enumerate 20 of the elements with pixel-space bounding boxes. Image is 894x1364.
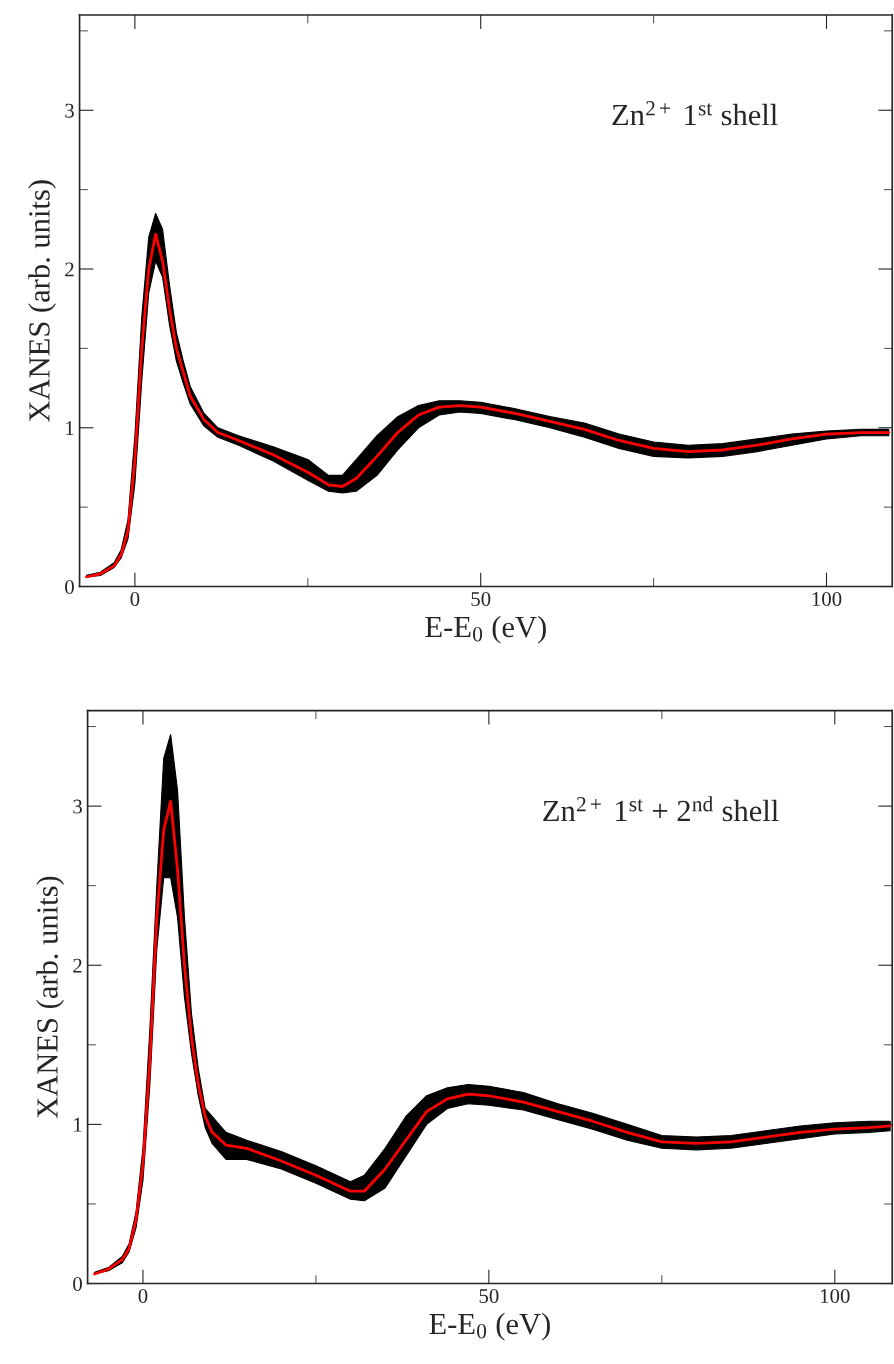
y-tick-label: 1 [66, 421, 74, 435]
x-tick-label: 100 [812, 591, 842, 607]
annotation: Zn$^{2+}$ 1$^{st}$ + 2$^{nd}$ shell [543, 796, 779, 822]
x-axis-title: E-E$_{0}$ (eV) [425, 615, 546, 644]
x-tick-label: 50 [479, 1288, 499, 1304]
annotation: Zn$^{2+}$ 1$^{st}$ shell [612, 101, 778, 126]
x-tick-label: 50 [471, 591, 491, 607]
y-tick-label: 2 [65, 262, 74, 277]
y-tick-label: 3 [73, 799, 82, 814]
y-axis-title: XANES (arb. units) [36, 876, 64, 1119]
y-tick-label: 0 [73, 1276, 82, 1291]
y-tick-label: 1 [74, 1117, 82, 1132]
y-axis-title: XANES (arb. units) [28, 180, 56, 422]
x-axis-title: E-E$_{0}$ (eV) [429, 1312, 550, 1341]
x-tick-label: 0 [130, 591, 140, 607]
y-tick-label: 3 [65, 103, 74, 118]
x-tick-label: 100 [821, 1288, 850, 1304]
x-tick-label: 0 [138, 1288, 148, 1304]
y-tick-label: 2 [73, 958, 82, 973]
y-tick-label: 0 [65, 579, 74, 594]
